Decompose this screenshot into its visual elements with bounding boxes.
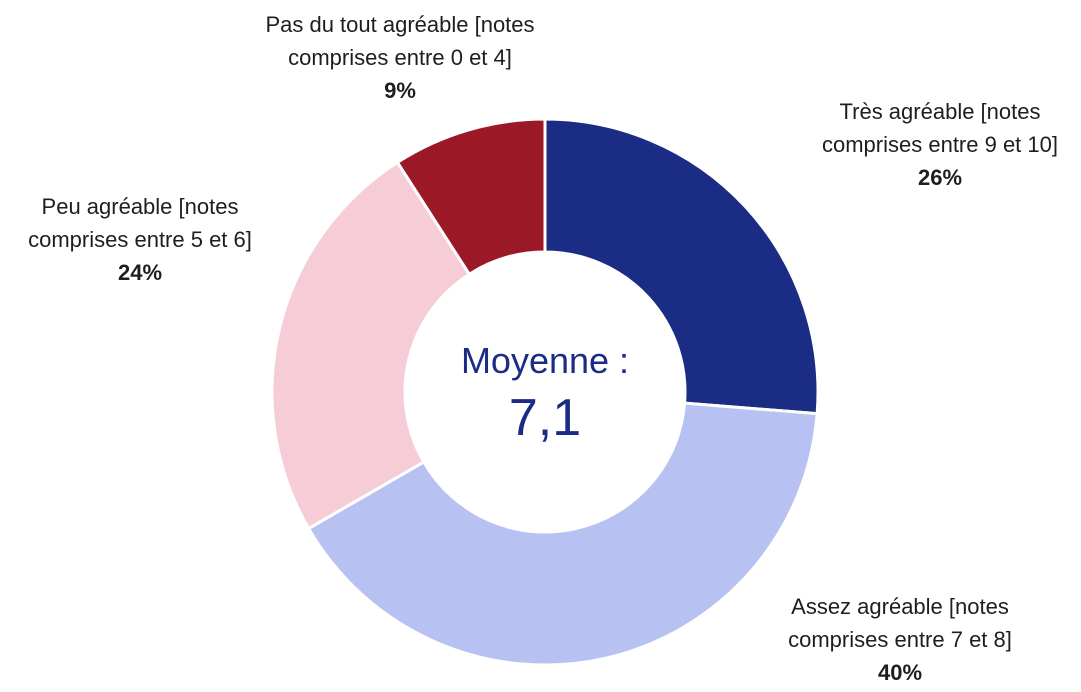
category-label: Peu agréable [notes comprises entre 5 et… [28, 194, 252, 252]
category-label: Très agréable [notes comprises entre 9 e… [821, 99, 1058, 157]
donut-segment [306, 401, 819, 667]
segment-label: Assez agréable [notes comprises entre 7 … [765, 590, 1035, 689]
segment-label: Peu agréable [notes comprises entre 5 et… [10, 190, 270, 289]
value-label: 26% [917, 165, 963, 190]
donut-segment [543, 117, 820, 416]
category-label: Assez agréable [notes comprises entre 7 … [788, 594, 1012, 652]
center-label: Moyenne : [460, 340, 630, 381]
segment-label: Très agréable [notes comprises entre 9 e… [800, 95, 1080, 194]
segment-label: Pas du tout agréable [notes comprises en… [240, 8, 560, 107]
center-value: 7,1 [508, 389, 582, 447]
donut-segment [395, 117, 547, 277]
donut-segment [270, 160, 472, 531]
value-label: 9% [384, 78, 416, 103]
value-label: 24% [117, 260, 163, 285]
value-label: 40% [877, 660, 923, 685]
category-label: Pas du tout agréable [notes comprises en… [265, 12, 535, 70]
